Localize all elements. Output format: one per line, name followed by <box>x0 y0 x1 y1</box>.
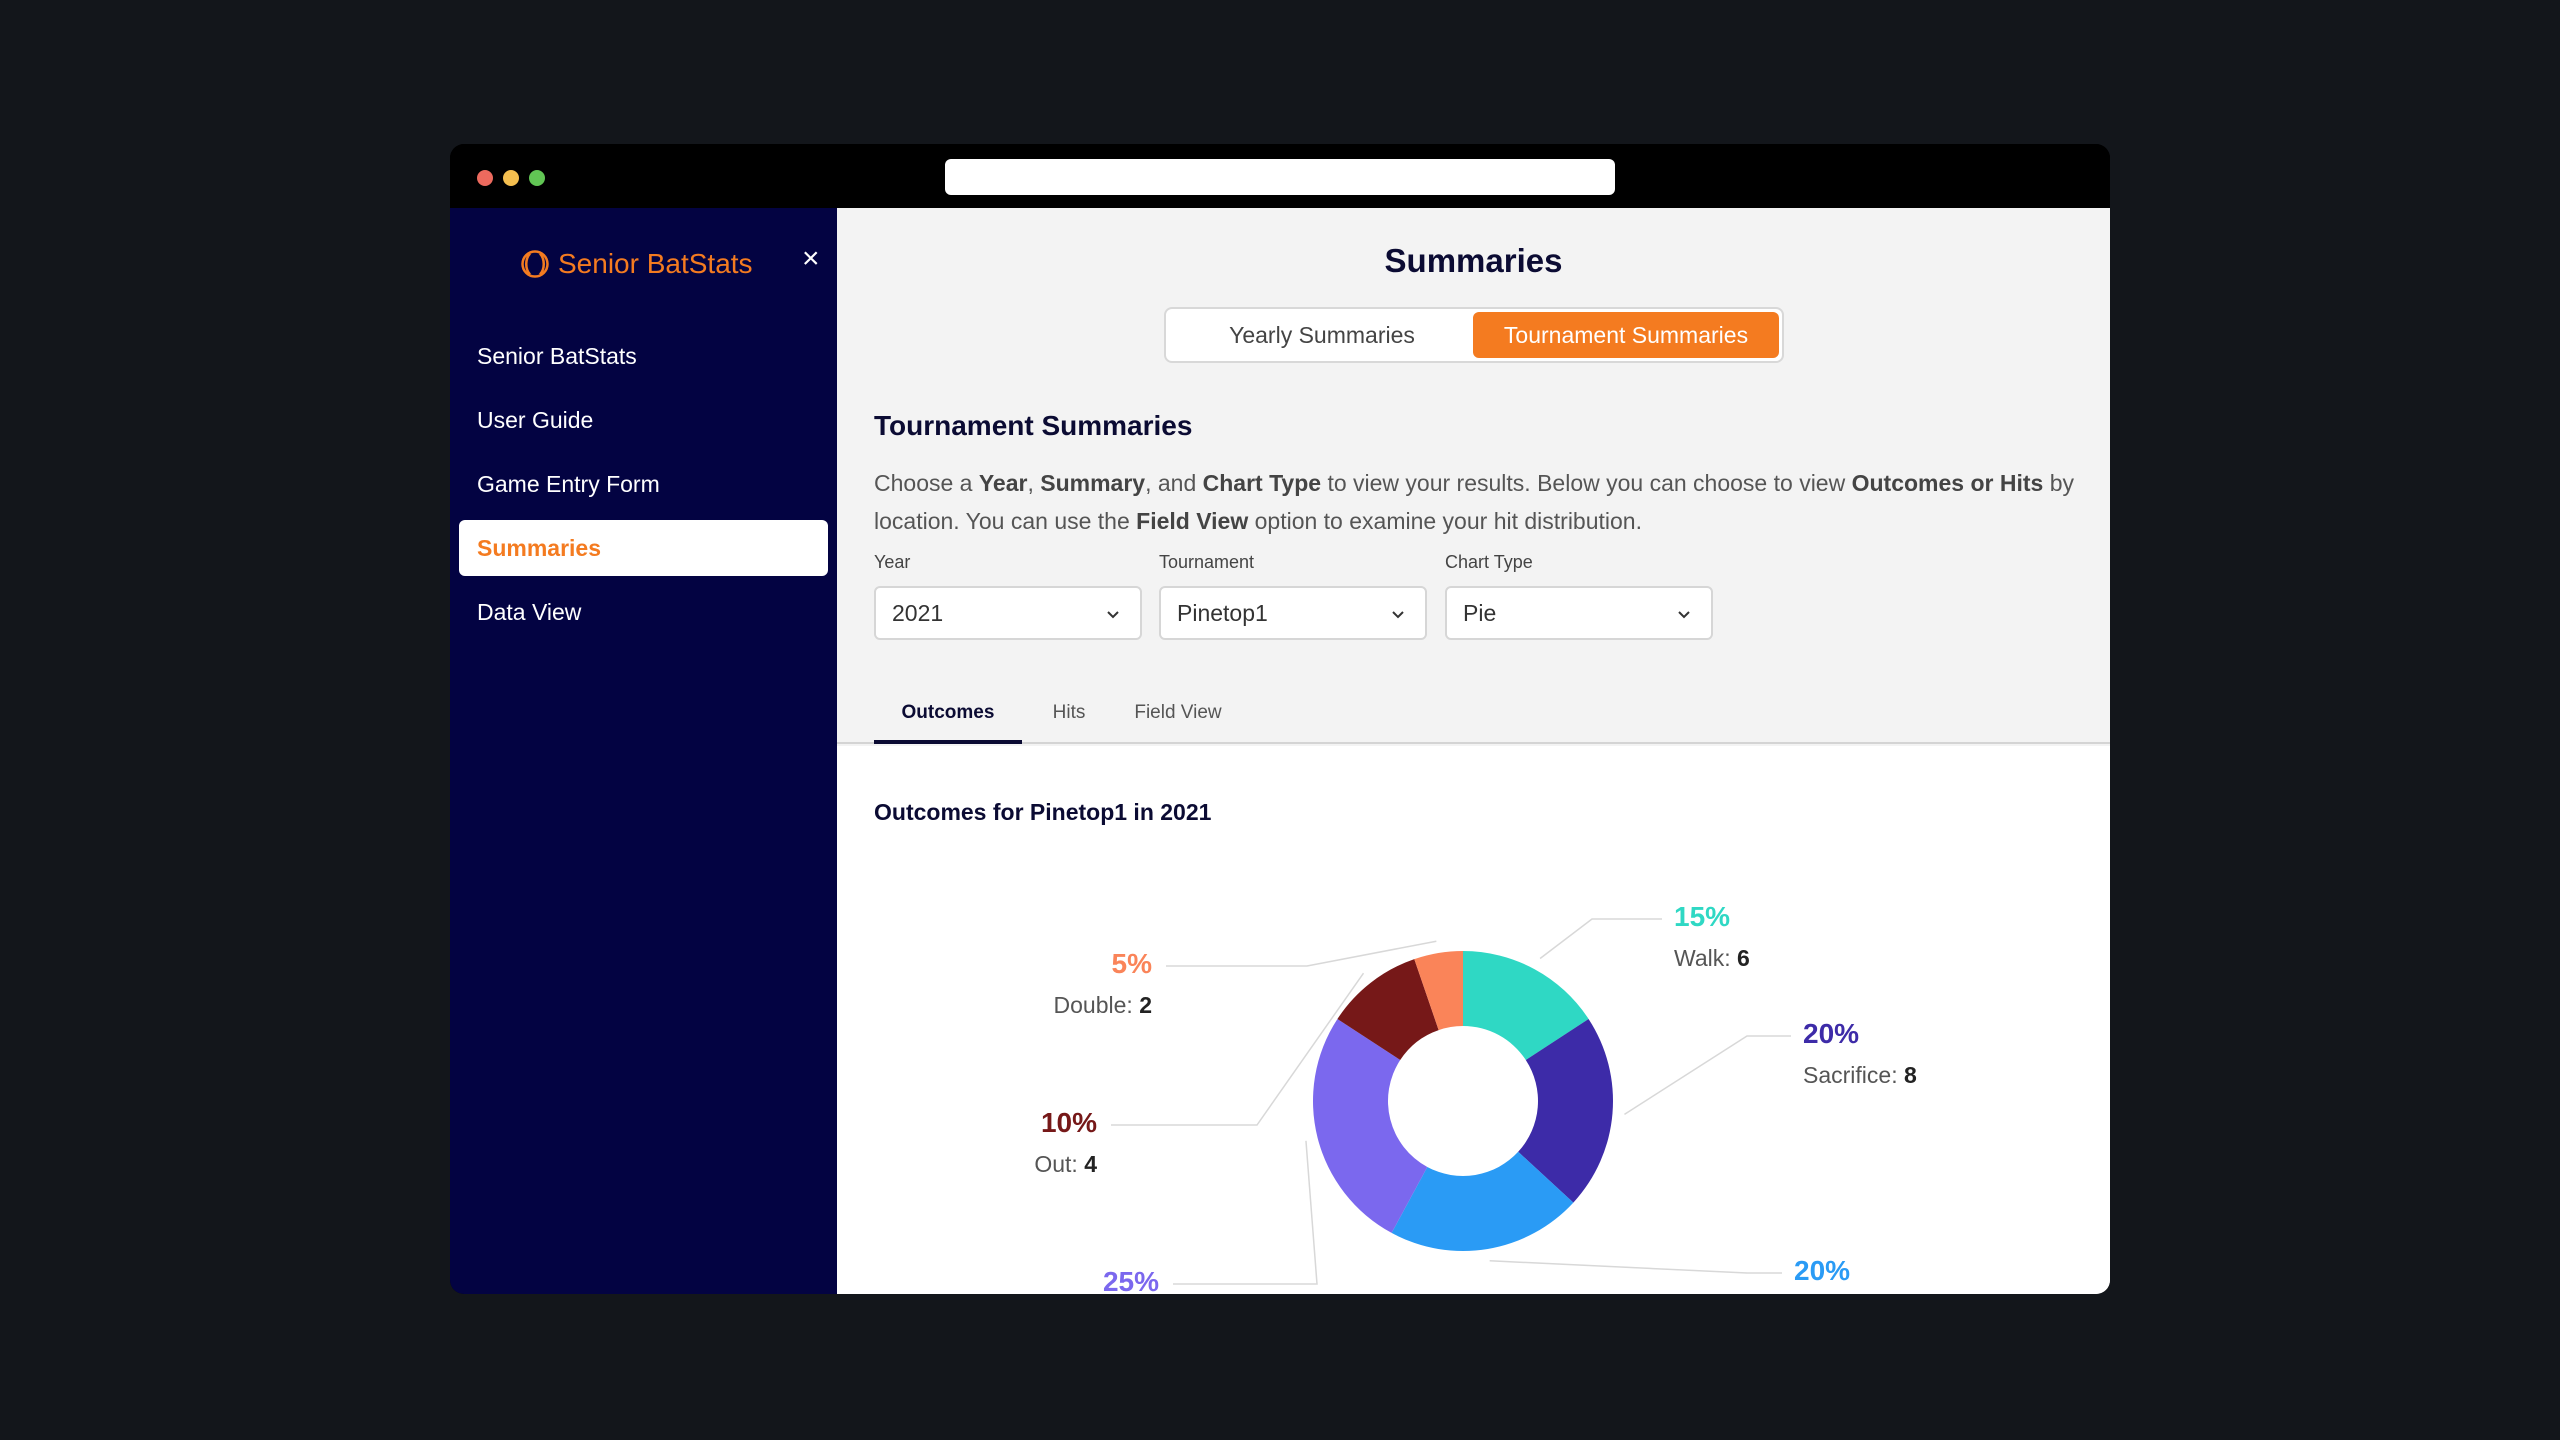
leader-line-double <box>1166 940 1437 967</box>
slice-percent-label: 20% <box>1803 1018 1859 1049</box>
pie-slice-triple[interactable] <box>1391 1151 1574 1251</box>
slice-value-label: Out: 4 <box>1034 1151 1097 1177</box>
slice-value-label: Sacrifice: 8 <box>1803 1062 1917 1088</box>
leader-line-sacrifice <box>1624 1035 1791 1116</box>
slice-percent-label: 20% <box>1794 1255 1850 1286</box>
summary-type-toggle: Yearly Summaries Tournament Summaries <box>1164 307 1784 363</box>
tab-hits[interactable]: Hits <box>1052 702 1086 723</box>
brand[interactable]: Senior BatStats <box>520 248 753 280</box>
slice-percent-label: 25% <box>1103 1266 1159 1294</box>
leader-line-triple <box>1489 1260 1782 1274</box>
tournament-field: Tournament Pinetop1 <box>1159 552 1427 640</box>
slice-percent-label: 15% <box>1674 901 1730 932</box>
slice-value-label: Walk: 6 <box>1674 945 1750 971</box>
brand-name: Senior BatStats <box>558 248 753 279</box>
tab-field-view[interactable]: Field View <box>1134 702 1222 723</box>
leader-line-walk <box>1539 918 1662 960</box>
slice-percent-label: 5% <box>1112 948 1153 979</box>
title-bar <box>450 144 2110 208</box>
chart-panel: Outcomes for Pinetop1 in 2021 15% Walk: 6… <box>837 746 2110 1294</box>
chart-title: Outcomes for Pinetop1 in 2021 <box>874 799 1212 825</box>
pie-slice-walk[interactable] <box>1463 951 1589 1060</box>
slice-percent-label: 10% <box>1041 1107 1097 1138</box>
chart-type-select[interactable]: Pie <box>1445 586 1713 640</box>
view-tabs: Outcomes Hits Field View <box>837 688 2110 744</box>
main-content: Summaries Yearly Summaries Tournament Su… <box>837 208 2110 1294</box>
tournament-value: Pinetop1 <box>1177 600 1268 626</box>
sidebar-item-summaries[interactable]: Summaries <box>459 520 828 576</box>
sidebar-nav: Senior BatStats User Guide Game Entry Fo… <box>450 328 837 648</box>
chevron-down-icon <box>1678 611 1690 619</box>
chevron-down-icon <box>1392 611 1404 619</box>
year-field: Year 2021 <box>874 552 1142 640</box>
year-select[interactable]: 2021 <box>874 586 1142 640</box>
chevron-down-icon <box>1107 611 1119 619</box>
chart-type-value: Pie <box>1463 600 1497 626</box>
close-window-button[interactable] <box>477 170 493 186</box>
year-value: 2021 <box>892 600 944 626</box>
outcomes-donut-chart: 15%Walk: 620%Sacrifice: 820%Triple: 825%… <box>1034 901 1917 1294</box>
sidebar-item-user-guide[interactable]: User Guide <box>477 407 594 433</box>
maximize-window-button[interactable] <box>529 170 545 186</box>
sidebar-item-senior-batstats[interactable]: Senior BatStats <box>477 343 637 369</box>
sidebar: Senior BatStats × Senior BatStats User G… <box>450 208 837 1294</box>
sidebar-item-game-entry-form[interactable]: Game Entry Form <box>477 471 660 497</box>
tournament-summaries-button[interactable]: Tournament Summaries <box>1473 312 1779 358</box>
yearly-summaries-button[interactable]: Yearly Summaries <box>1229 322 1415 348</box>
browser-window: Senior BatStats × Senior BatStats User G… <box>450 144 2110 1294</box>
tournament-label: Tournament <box>1159 552 1255 572</box>
chart-type-label: Chart Type <box>1445 552 1533 572</box>
year-label: Year <box>874 552 911 572</box>
chart-type-field: Chart Type Pie <box>1445 552 1713 640</box>
tab-outcomes[interactable]: Outcomes <box>874 702 1022 744</box>
sidebar-item-data-view[interactable]: Data View <box>477 599 582 625</box>
page-title: Summaries <box>1384 242 1563 279</box>
address-bar[interactable] <box>945 159 1615 195</box>
pie-slice-single[interactable] <box>1313 1018 1428 1233</box>
leader-line-single <box>1173 1140 1318 1285</box>
pie-slice-double[interactable] <box>1414 951 1463 1031</box>
section-title: Tournament Summaries <box>874 410 1193 441</box>
baseball-icon <box>521 250 549 278</box>
pie-slice-sacrifice[interactable] <box>1518 1018 1613 1203</box>
pie-slice-out[interactable] <box>1337 959 1439 1060</box>
instructions-text: Choose a Year, Summary, and Chart Type t… <box>874 470 2074 534</box>
leader-line-out <box>1111 972 1365 1126</box>
minimize-window-button[interactable] <box>503 170 519 186</box>
slice-value-label: Double: 2 <box>1054 992 1152 1018</box>
close-sidebar-icon[interactable]: × <box>802 242 820 275</box>
tournament-select[interactable]: Pinetop1 <box>1159 586 1427 640</box>
